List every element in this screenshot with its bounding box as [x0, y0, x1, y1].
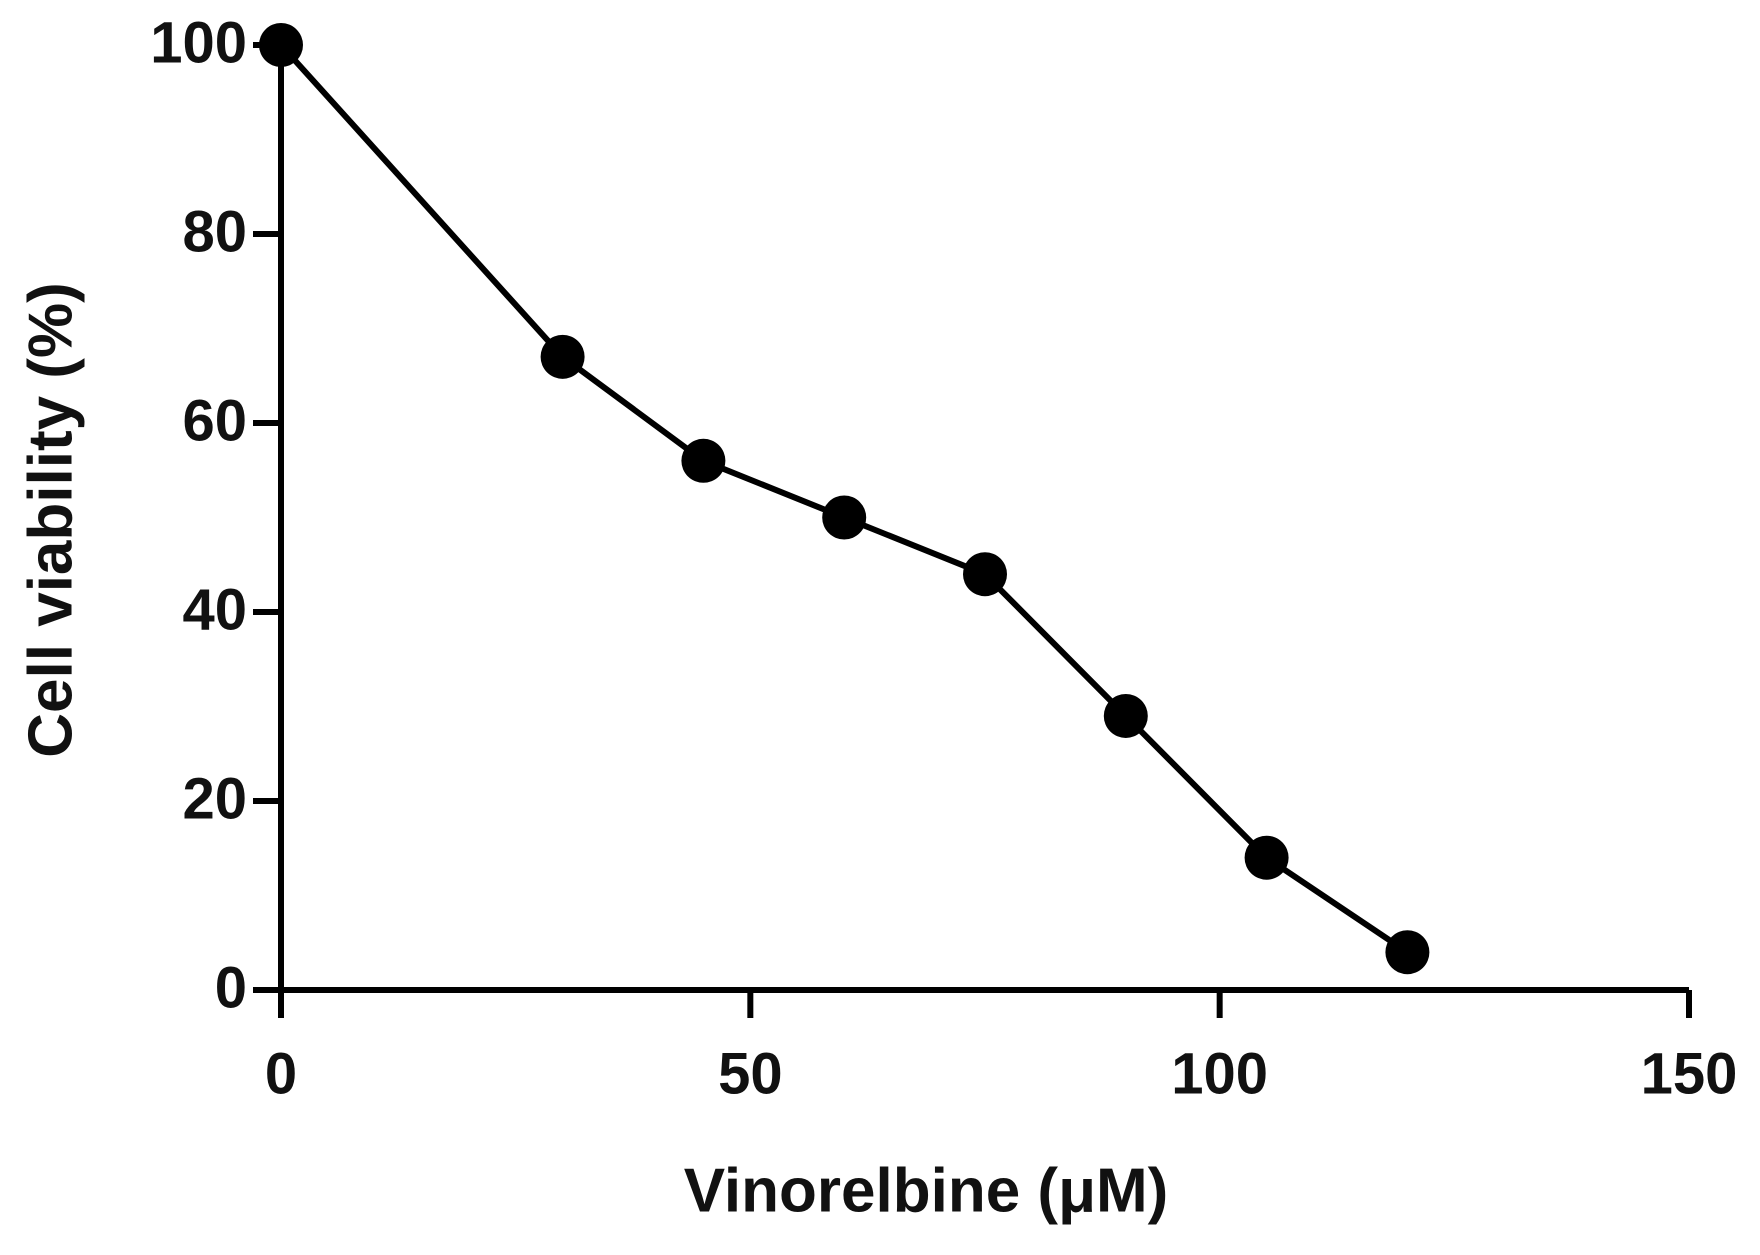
- data-point: [822, 495, 867, 540]
- y-tick-label: 100: [150, 10, 247, 75]
- data-point: [259, 23, 303, 67]
- y-tick-label: 60: [182, 388, 247, 453]
- x-tick-label: 0: [265, 1041, 297, 1106]
- data-point: [1244, 835, 1289, 880]
- y-tick-label: 20: [182, 766, 247, 831]
- data-line: [278, 42, 1410, 955]
- data-point: [540, 334, 585, 379]
- data-point: [1385, 930, 1430, 975]
- data-point: [1103, 693, 1148, 738]
- y-tick-label: 40: [182, 577, 247, 642]
- x-axis-title: Vinorelbine (μM): [684, 1156, 1169, 1225]
- x-tick-label: 50: [718, 1041, 783, 1106]
- y-tick-label: 80: [182, 199, 247, 264]
- data-point: [681, 438, 726, 483]
- data-point: [963, 552, 1007, 597]
- x-tick-label: 100: [1171, 1041, 1268, 1106]
- x-tick-label: 150: [1641, 1041, 1738, 1106]
- y-tick-label: 0: [215, 955, 247, 1020]
- y-axis-title: Cell viability (%): [16, 282, 85, 757]
